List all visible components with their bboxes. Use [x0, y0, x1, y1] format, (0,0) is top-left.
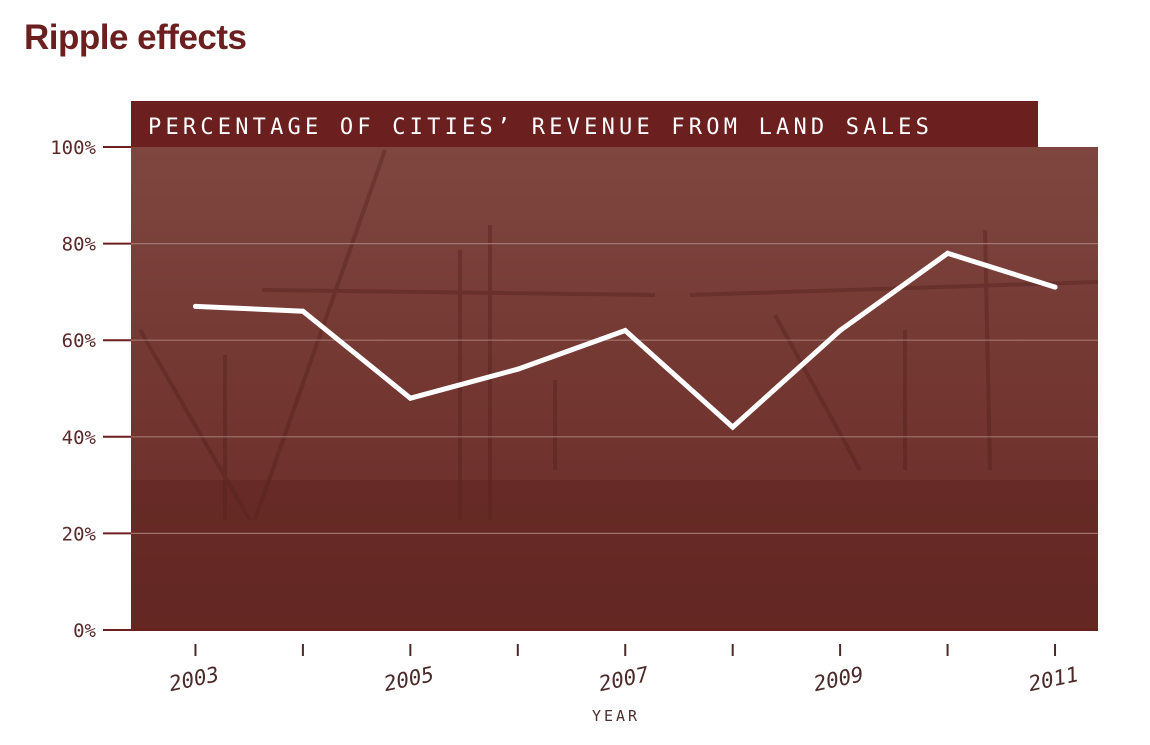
x-tick-label: 2003 [167, 662, 221, 696]
title-banner [131, 101, 1038, 147]
y-tick-label: 20% [62, 523, 97, 545]
y-tick-label: 0% [73, 620, 96, 642]
y-tick-label: 80% [62, 234, 97, 256]
x-tick-label: 2011 [1026, 662, 1080, 696]
data-point [515, 366, 521, 372]
data-point [192, 303, 198, 309]
y-tick-label: 100% [50, 137, 96, 159]
page-title: Ripple effects [24, 18, 247, 57]
x-tick-label: 2009 [811, 662, 865, 696]
data-point [945, 250, 951, 256]
data-point [730, 424, 736, 430]
plot-background [131, 147, 1098, 630]
ground-band [131, 480, 1098, 630]
construction-backdrop [138, 149, 1099, 522]
data-point [1052, 284, 1058, 290]
y-tick-label: 60% [62, 330, 97, 352]
data-point [407, 395, 413, 401]
chart-title: PERCENTAGE OF CITIES’ REVENUE FROM LAND … [148, 115, 933, 140]
y-tick-label: 40% [62, 427, 97, 449]
x-tick-label: 2007 [597, 662, 652, 696]
x-tick-label: 2005 [382, 662, 436, 696]
x-axis-label: YEAR [592, 707, 640, 725]
data-point [300, 308, 306, 314]
data-point [837, 328, 843, 334]
data-point [622, 328, 628, 334]
